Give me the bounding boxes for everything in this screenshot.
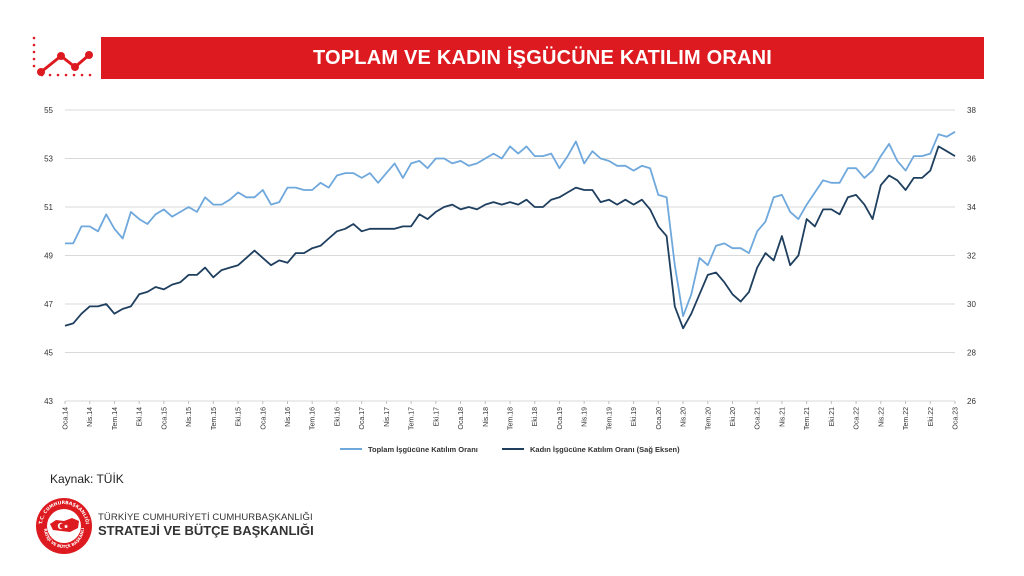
x-tick-label: Oca.16 (260, 407, 267, 430)
left-tick-label: 51 (44, 203, 53, 212)
x-tick-label: Tem.14 (112, 407, 119, 430)
x-tick-label: Tem.21 (804, 407, 811, 430)
series-line-total (65, 131, 956, 318)
x-tick-label: Oca.18 (458, 407, 465, 430)
org-name-line2: STRATEJİ VE BÜTÇE BAŞKANLIĞI (98, 523, 314, 538)
x-tick-label: Eki.19 (631, 407, 638, 427)
x-tick-label: Tem.18 (508, 407, 515, 430)
x-tick-label: Tem.17 (409, 407, 416, 430)
x-tick-label: Tem.22 (903, 407, 910, 430)
x-tick-label: Nis.15 (186, 407, 193, 427)
left-tick-label: 45 (44, 349, 53, 358)
x-tick-label: Oca.19 (557, 407, 564, 430)
left-tick-label: 53 (44, 155, 53, 164)
legend-label: Kadın İşgücüne Katılım Oranı (Sağ Eksen) (530, 445, 680, 454)
left-tick-label: 47 (44, 300, 53, 309)
x-tick-label: Nis.17 (384, 407, 391, 427)
x-tick-label: Tem.15 (211, 407, 218, 430)
x-tick-label: Eki.22 (928, 407, 935, 427)
ministry-emblem-icon: T.C. CUMHURBAŞKANLIĞI STRATEJİ VE BÜTÇE … (34, 496, 92, 554)
org-name-line1: TÜRKİYE CUMHURİYETİ CUMHURBAŞKANLIĞI (98, 512, 313, 523)
x-tick-label: Eki.18 (532, 407, 539, 427)
x-tick-label: Eki.15 (236, 407, 243, 427)
x-tick-label: Eki.17 (433, 407, 440, 427)
x-tick-label: Tem.20 (705, 407, 712, 430)
x-tick-label: Nis.14 (87, 407, 94, 427)
x-tick-label: Oca.15 (161, 407, 168, 430)
trend-chart-icon (32, 36, 93, 77)
right-tick-label: 36 (967, 155, 976, 164)
left-tick-label: 55 (44, 106, 53, 115)
left-tick-label: 49 (44, 252, 53, 261)
right-tick-label: 34 (967, 203, 976, 212)
x-tick-label: Oca.23 (953, 407, 960, 430)
right-axis-ticks: 26 28 30 32 34 36 38 (967, 106, 976, 406)
x-tick-label: Tem.19 (606, 407, 613, 430)
x-tick-label: Oca.17 (359, 407, 366, 430)
left-axis-ticks: 43 45 47 49 51 53 55 (44, 106, 53, 406)
right-tick-label: 26 (967, 397, 976, 406)
source-note: Kaynak: TÜİK (50, 472, 124, 486)
x-tick-label: Eki.14 (137, 407, 144, 427)
x-tick-label: Oca.14 (63, 407, 70, 430)
x-tick-label: Nis.19 (582, 407, 589, 427)
x-tick-label: Tem.16 (310, 407, 317, 430)
series-line-women (64, 145, 956, 330)
x-tick-label: Nis.18 (483, 407, 490, 427)
right-tick-label: 30 (967, 300, 976, 309)
page-title: TOPLAM VE KADIN İŞGÜCÜNE KATILIM ORANI (101, 37, 984, 79)
x-tick-label: Nis.20 (681, 407, 688, 427)
x-tick-label: Oca.20 (656, 407, 663, 430)
right-tick-label: 38 (967, 106, 976, 115)
x-tick-label: Eki.20 (730, 407, 737, 427)
x-tick-label: Nis.22 (878, 407, 885, 427)
x-tick-label: Nis.16 (285, 407, 292, 427)
x-axis-ticks: Oca.14 Nis.14 Tem.14 Eki.14 Oca.15 Nis.15 Tem.… (63, 401, 960, 430)
chart-legend: Toplam İşgücüne Katılım Oranı Kadın İşgüc… (340, 445, 680, 454)
x-tick-label: Oca.21 (755, 407, 762, 430)
line-chart: 43 45 47 49 51 53 55 26 28 30 32 34 36 38 Oca.14 Nis.… (44, 106, 976, 454)
x-tick-label: Oca.22 (854, 407, 861, 430)
x-tick-label: Eki.21 (829, 407, 836, 427)
x-tick-label: Eki.16 (334, 407, 341, 427)
right-tick-label: 32 (967, 252, 976, 261)
right-tick-label: 28 (967, 349, 976, 358)
x-tick-label: Nis.21 (779, 407, 786, 427)
legend-label: Toplam İşgücüne Katılım Oranı (368, 445, 478, 454)
chart-series (64, 131, 956, 330)
chart-gridlines (65, 109, 955, 402)
left-tick-label: 43 (44, 397, 53, 406)
